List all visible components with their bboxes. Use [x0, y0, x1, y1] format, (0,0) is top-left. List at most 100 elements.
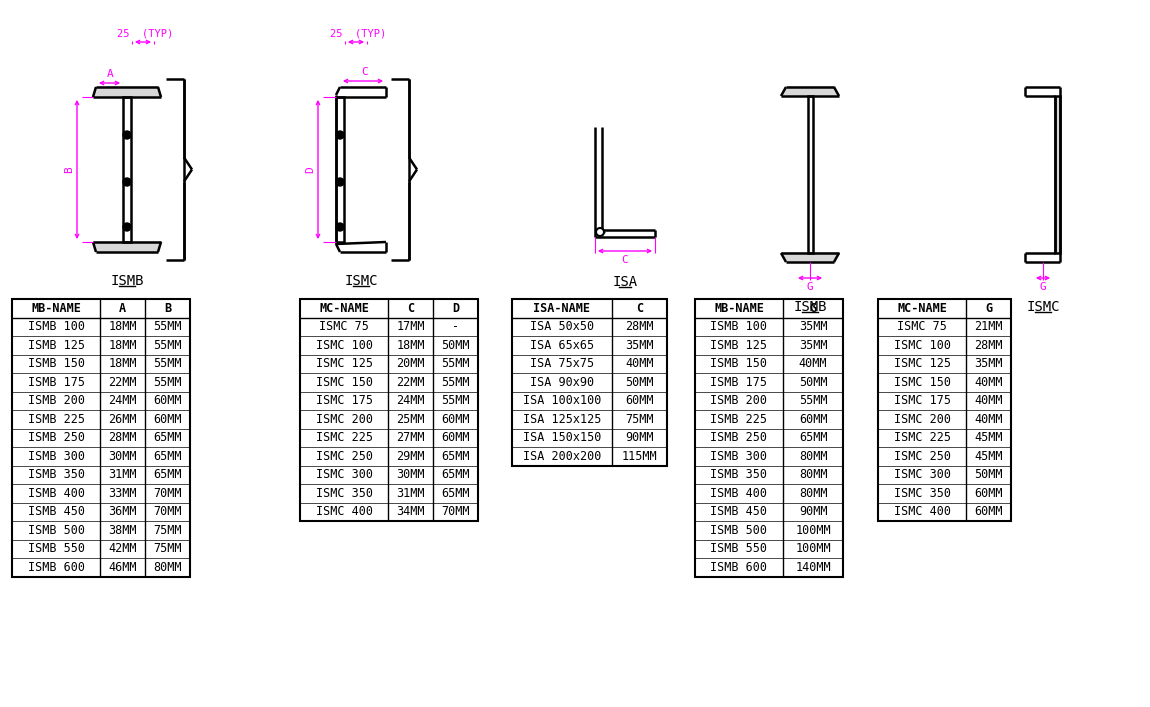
Text: B: B [64, 166, 74, 173]
Text: G: G [810, 302, 816, 315]
Text: 28MM: 28MM [626, 320, 653, 333]
Text: C: C [622, 255, 628, 265]
Text: ISMB 175: ISMB 175 [28, 375, 84, 389]
Text: ISA 150x150: ISA 150x150 [523, 431, 601, 444]
Text: 24MM: 24MM [108, 395, 137, 407]
Text: 90MM: 90MM [799, 506, 827, 518]
Text: ISMB 450: ISMB 450 [711, 506, 767, 518]
Text: ISMB 550: ISMB 550 [28, 542, 84, 555]
Text: 28MM: 28MM [108, 431, 137, 444]
Text: ISMC 225: ISMC 225 [894, 431, 951, 444]
Text: 50MM: 50MM [442, 339, 469, 352]
Text: ISMC 300: ISMC 300 [894, 468, 951, 481]
Text: 70MM: 70MM [153, 486, 182, 500]
Text: ISMB 600: ISMB 600 [28, 561, 84, 574]
Text: 45MM: 45MM [974, 431, 1003, 444]
Bar [877, 299, 1011, 521]
Text: 60MM: 60MM [442, 413, 469, 426]
Circle shape [336, 223, 344, 231]
Text: 65MM: 65MM [153, 468, 182, 481]
Text: ISMB 200: ISMB 200 [28, 395, 84, 407]
Text: ISMC 400: ISMC 400 [315, 506, 373, 518]
Circle shape [123, 178, 131, 186]
Text: ISMC 400: ISMC 400 [894, 506, 951, 518]
Text: 22MM: 22MM [108, 375, 137, 389]
Polygon shape [781, 87, 840, 96]
Text: 60MM: 60MM [974, 506, 1003, 518]
Text: ISMB 550: ISMB 550 [711, 542, 767, 555]
Text: 65MM: 65MM [799, 431, 827, 444]
Text: 75MM: 75MM [626, 413, 653, 426]
Text: C: C [361, 67, 368, 77]
Text: ISMB 300: ISMB 300 [28, 450, 84, 463]
Text: 22MM: 22MM [397, 375, 424, 389]
Text: ISMC 100: ISMC 100 [894, 339, 951, 352]
Text: ISA: ISA [613, 275, 637, 289]
Text: ISMB 250: ISMB 250 [28, 431, 84, 444]
Text: ISMB 125: ISMB 125 [711, 339, 767, 352]
Circle shape [123, 131, 131, 139]
Text: 60MM: 60MM [153, 413, 182, 426]
Text: ISMC 225: ISMC 225 [315, 431, 373, 444]
Text: ISMB 225: ISMB 225 [28, 413, 84, 426]
Text: 35MM: 35MM [974, 357, 1003, 370]
Text: ISMC 250: ISMC 250 [894, 450, 951, 463]
Text: ISMB 300: ISMB 300 [711, 450, 767, 463]
Text: 55MM: 55MM [153, 375, 182, 389]
Text: 90MM: 90MM [626, 431, 653, 444]
Text: ISA 200x200: ISA 200x200 [523, 450, 601, 463]
Text: 35MM: 35MM [626, 339, 653, 352]
Text: 60MM: 60MM [799, 413, 827, 426]
Bar [695, 299, 843, 576]
Text: ISA 65x65: ISA 65x65 [530, 339, 595, 352]
Text: 18MM: 18MM [108, 357, 137, 370]
Text: 50MM: 50MM [799, 375, 827, 389]
Text: 29MM: 29MM [397, 450, 424, 463]
Text: 30MM: 30MM [108, 450, 137, 463]
Text: 35MM: 35MM [799, 320, 827, 333]
Text: 55MM: 55MM [799, 395, 827, 407]
Text: ISA 100x100: ISA 100x100 [523, 395, 601, 407]
Text: ISMC 175: ISMC 175 [315, 395, 373, 407]
Text: 28MM: 28MM [974, 339, 1003, 352]
Text: 65MM: 65MM [153, 431, 182, 444]
Text: ISMB 150: ISMB 150 [28, 357, 84, 370]
Text: ISMC 100: ISMC 100 [315, 339, 373, 352]
Text: 80MM: 80MM [799, 468, 827, 481]
Text: MB-NAME: MB-NAME [714, 302, 764, 315]
Text: 50MM: 50MM [626, 375, 653, 389]
Text: ISMC 150: ISMC 150 [894, 375, 951, 389]
Text: 100MM: 100MM [795, 524, 830, 537]
Text: 40MM: 40MM [974, 413, 1003, 426]
Text: 65MM: 65MM [442, 450, 469, 463]
Text: ISMC 75: ISMC 75 [897, 320, 946, 333]
Text: A: A [118, 302, 126, 315]
Text: ISMB 150: ISMB 150 [711, 357, 767, 370]
Text: 60MM: 60MM [442, 431, 469, 444]
Text: ISA 50x50: ISA 50x50 [530, 320, 595, 333]
Bar [123, 97, 131, 242]
Text: ISMB 125: ISMB 125 [28, 339, 84, 352]
Text: 100MM: 100MM [795, 542, 830, 555]
Text: C: C [407, 302, 414, 315]
Text: ISA 90x90: ISA 90x90 [530, 375, 595, 389]
Text: 60MM: 60MM [974, 486, 1003, 500]
Text: 80MM: 80MM [153, 561, 182, 574]
Text: ISMB 350: ISMB 350 [28, 468, 84, 481]
Text: 35MM: 35MM [799, 339, 827, 352]
Text: 36MM: 36MM [108, 506, 137, 518]
Text: ISMB 175: ISMB 175 [711, 375, 767, 389]
Text: ISMC 350: ISMC 350 [894, 486, 951, 500]
Polygon shape [93, 242, 161, 252]
Text: ISMC 75: ISMC 75 [319, 320, 369, 333]
Text: 80MM: 80MM [799, 450, 827, 463]
Text: -: - [452, 320, 459, 333]
Text: 75MM: 75MM [153, 524, 182, 537]
Text: ISMB 500: ISMB 500 [711, 524, 767, 537]
Text: ISMB 500: ISMB 500 [28, 524, 84, 537]
Text: ISMC 150: ISMC 150 [315, 375, 373, 389]
Text: ISMB 100: ISMB 100 [28, 320, 84, 333]
Text: 25MM: 25MM [397, 413, 424, 426]
Bar [12, 299, 190, 576]
Polygon shape [1055, 96, 1060, 253]
